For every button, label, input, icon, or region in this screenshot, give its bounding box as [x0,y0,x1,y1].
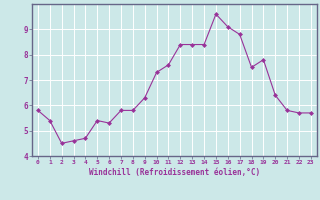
X-axis label: Windchill (Refroidissement éolien,°C): Windchill (Refroidissement éolien,°C) [89,168,260,177]
